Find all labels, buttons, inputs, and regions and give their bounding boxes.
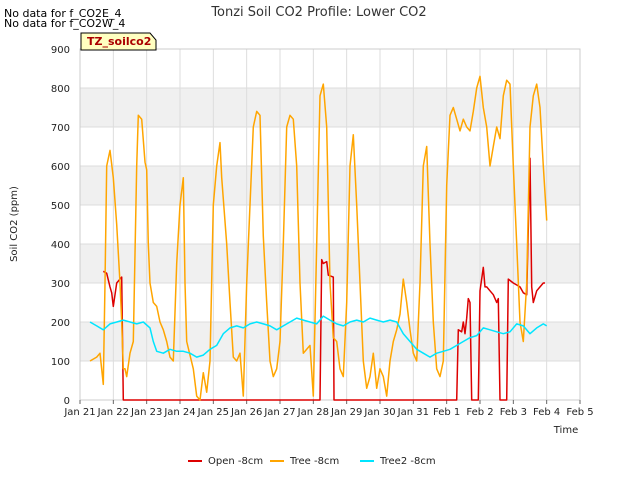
y-tick-label: 600 bbox=[51, 162, 70, 173]
background-bands bbox=[80, 88, 580, 361]
x-tick-label: Jan 23 bbox=[130, 407, 162, 418]
site-tag-label: TZ_soilco2 bbox=[87, 35, 151, 48]
series-line-tree-8cm bbox=[89, 75, 548, 401]
y-tick-label: 400 bbox=[51, 240, 70, 251]
y-axis-label: Soil CO2 (ppm) bbox=[9, 186, 20, 262]
background-band bbox=[80, 88, 580, 127]
y-tick-label: 500 bbox=[51, 201, 70, 212]
series-lines bbox=[89, 75, 548, 401]
plot-frame bbox=[79, 48, 581, 401]
x-tick-label: Feb 5 bbox=[566, 407, 593, 418]
legend-label: Tree2 -8cm bbox=[379, 456, 436, 467]
legend-label: Open -8cm bbox=[208, 456, 263, 467]
legend: Open -8cm Tree -8cm Tree2 -8cm bbox=[188, 456, 436, 467]
legend-label: Tree -8cm bbox=[289, 456, 339, 467]
x-tick-label: Feb 1 bbox=[433, 407, 460, 418]
x-axis-label: Time bbox=[553, 425, 578, 436]
no-data-note-2: No data for f_CO2W_4 bbox=[4, 17, 126, 30]
y-tick-label: 800 bbox=[51, 84, 70, 95]
x-tick-label: Jan 27 bbox=[263, 407, 295, 418]
series-line-tree2-8cm bbox=[89, 315, 548, 358]
x-tick-label: Jan 30 bbox=[363, 407, 395, 418]
x-tick-label: Jan 26 bbox=[230, 407, 262, 418]
x-tick-label: Feb 2 bbox=[466, 407, 493, 418]
x-axis-ticks: Jan 21 Jan 22 Jan 23 Jan 24 Jan 25 Jan 26 Jan … bbox=[63, 400, 594, 418]
y-tick-label: 200 bbox=[51, 318, 70, 329]
y-tick-label: 100 bbox=[51, 357, 70, 368]
series-line-open-8cm bbox=[102, 157, 545, 401]
x-tick-label: Feb 4 bbox=[533, 407, 560, 418]
x-tick-label: Jan 22 bbox=[97, 407, 129, 418]
x-tick-label: Jan 28 bbox=[297, 407, 329, 418]
no-data-note-1: No data for f_CO2E_4 bbox=[4, 7, 122, 20]
y-tick-label: 700 bbox=[51, 123, 70, 134]
y-axis-ticks: 0 100 200 300 400 500 600 700 800 900 bbox=[51, 45, 70, 407]
x-tick-label: Jan 25 bbox=[197, 407, 229, 418]
background-band bbox=[80, 166, 580, 205]
x-tick-label: Jan 29 bbox=[330, 407, 362, 418]
x-tick-label: Jan 31 bbox=[397, 407, 429, 418]
x-tick-label: Jan 21 bbox=[63, 407, 95, 418]
chart-title: Tonzi Soil CO2 Profile: Lower CO2 bbox=[210, 5, 426, 20]
site-tag: TZ_soilco2 bbox=[80, 32, 157, 51]
y-tick-label: 0 bbox=[64, 396, 70, 407]
x-tick-label: Jan 24 bbox=[163, 407, 195, 418]
y-tick-label: 300 bbox=[51, 279, 70, 290]
y-tick-label: 900 bbox=[51, 45, 70, 56]
x-tick-label: Feb 3 bbox=[500, 407, 527, 418]
background-band bbox=[80, 322, 580, 361]
